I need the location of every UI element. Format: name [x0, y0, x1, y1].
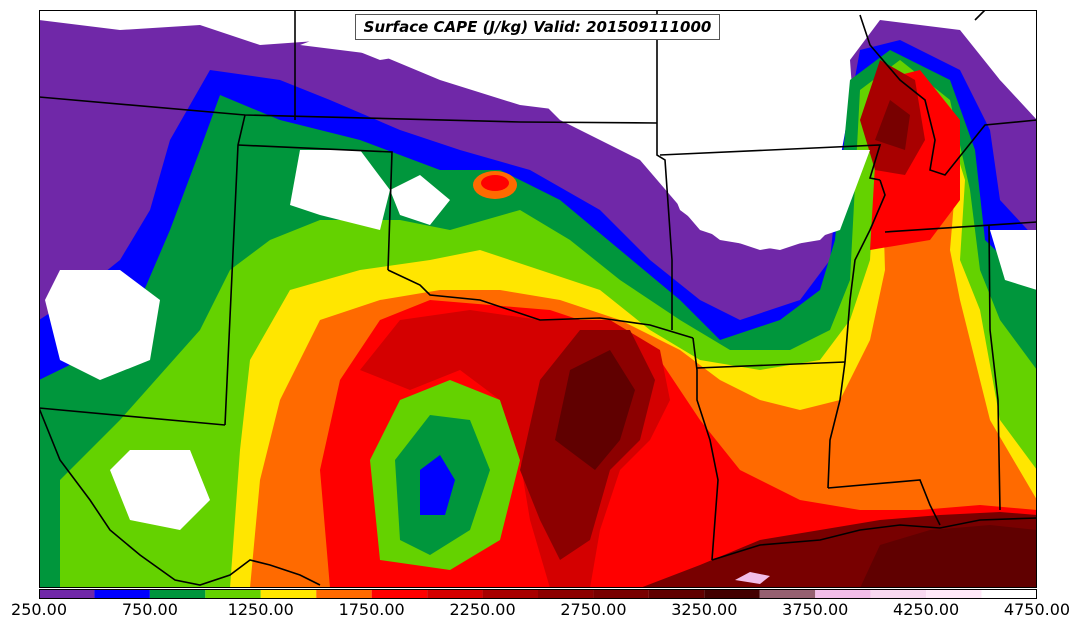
map-title: Surface CAPE (J/kg) Valid: 201509111000 [355, 14, 720, 40]
colorbar-segment [759, 589, 816, 599]
colorbar-segment [482, 589, 538, 599]
colorbar-segment [94, 589, 150, 599]
colorbar-tick-label: 250.00 [11, 600, 67, 619]
colorbar-tick-label: 4250.00 [893, 600, 960, 619]
colorbar-segment [981, 589, 1037, 599]
colorbar-tick-label: 1750.00 [338, 600, 405, 619]
colorbar-frame [39, 589, 1037, 599]
colorbar-tick-label: 4750.00 [1003, 600, 1071, 619]
colorbar-segment [593, 589, 649, 599]
colorbar-segment [260, 589, 317, 599]
colorbar-segment [149, 589, 206, 599]
colorbar-tick-label: 750.00 [121, 600, 178, 619]
colorbar-segment [648, 589, 705, 599]
colorbar-segment [371, 589, 428, 599]
colorbar-segment [815, 589, 871, 599]
colorbar-tick-label: 3250.00 [671, 600, 738, 619]
colorbar-tick-label: 1250.00 [227, 600, 294, 619]
colorbar-segment [704, 589, 760, 599]
colorbar [39, 589, 1037, 599]
colorbar-segment [538, 589, 594, 599]
cape-field [39, 10, 1037, 588]
colorbar-tick-label: 3750.00 [782, 600, 849, 619]
colorbar-segment [926, 589, 982, 599]
colorbar-segment [870, 589, 927, 599]
state-boundaries [39, 10, 1037, 586]
colorbar-segment [316, 589, 372, 599]
colorbar-segment [205, 589, 261, 599]
colorbar-segment [39, 589, 95, 599]
colorbar-tick-label: 2750.00 [560, 600, 627, 619]
map-frame [39, 10, 1037, 588]
colorbar-tick-label: 2250.00 [449, 600, 516, 619]
colorbar-segment [427, 589, 483, 599]
